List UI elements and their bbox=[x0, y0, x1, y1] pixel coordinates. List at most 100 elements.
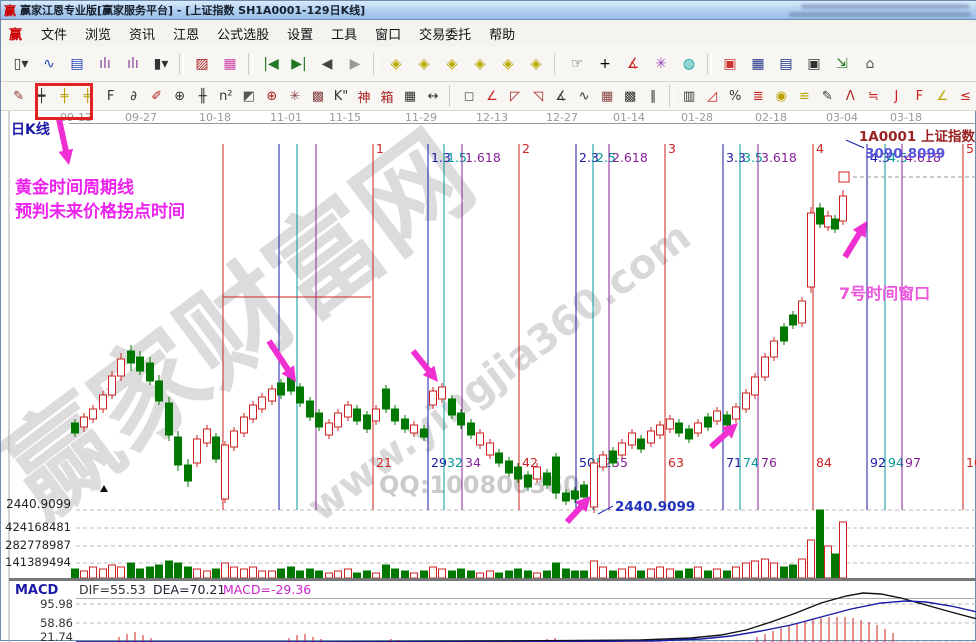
speed-lines-tool[interactable]: ≤ bbox=[960, 88, 971, 104]
wave-lines-tool[interactable]: ∿ bbox=[578, 88, 590, 104]
volume-bar bbox=[391, 568, 399, 579]
menu-item-6[interactable]: 设置 bbox=[287, 27, 314, 43]
parallel-lines-tool[interactable]: ∥ bbox=[649, 88, 657, 104]
volume-bar bbox=[533, 572, 541, 579]
date-label: 11-15 bbox=[329, 111, 361, 124]
remote-pc-tool[interactable]: ⌂ bbox=[865, 55, 875, 72]
volume-bar bbox=[258, 570, 266, 579]
k-quote-tool[interactable]: K" bbox=[333, 88, 349, 104]
spiral-tool[interactable]: ∂ bbox=[130, 88, 138, 104]
fan-square-tool[interactable]: ◹ bbox=[533, 88, 544, 104]
gold-time-cycle-tool-2[interactable]: ╪ bbox=[83, 88, 92, 104]
menu-item-4[interactable]: 江恩 bbox=[173, 27, 200, 43]
candle-body bbox=[203, 428, 211, 444]
gold-lines-tool[interactable]: ≌ bbox=[798, 88, 810, 104]
stats-bars-tool[interactable]: ▥ bbox=[682, 88, 696, 104]
calendar-tool[interactable]: ▣ bbox=[723, 55, 737, 72]
menu-item-3[interactable]: 资讯 bbox=[129, 27, 156, 43]
diamond-expand-all-icon[interactable]: ◈ bbox=[530, 55, 542, 72]
menu-item-5[interactable]: 公式选股 bbox=[217, 27, 270, 43]
hline-segment-tool[interactable]: ┿ bbox=[37, 88, 46, 104]
angle-lines-tool[interactable]: ∡ bbox=[555, 88, 567, 104]
brush-tool[interactable]: ✎ bbox=[13, 88, 24, 104]
xiang-box-tool[interactable]: 箱 bbox=[380, 90, 394, 106]
menu-item-8[interactable]: 窗口 bbox=[375, 27, 402, 43]
gann-fan-tool[interactable]: ∠ bbox=[486, 88, 498, 104]
gann-top-label: 1.5 bbox=[447, 150, 467, 165]
calculator-tool[interactable]: ▦ bbox=[751, 55, 765, 72]
web-circle-tool[interactable]: ✳ bbox=[289, 88, 301, 104]
titlebar-status-text-blurred bbox=[789, 12, 971, 17]
candle-body bbox=[486, 442, 494, 456]
ruler-ticks-tool[interactable]: ╫ bbox=[198, 88, 207, 104]
j-angle-tool[interactable]: J bbox=[894, 88, 899, 104]
web-square-tool[interactable]: ▩ bbox=[311, 88, 325, 104]
candle-body bbox=[742, 392, 750, 410]
cycle-brain-tool[interactable]: ◍ bbox=[682, 55, 696, 72]
shen-tool[interactable]: 神 bbox=[357, 90, 371, 106]
notepad-tool[interactable]: ▤ bbox=[779, 55, 793, 72]
grid-box-tool[interactable]: ▩ bbox=[624, 88, 637, 104]
percent-triangle-tool[interactable]: ◿ bbox=[707, 88, 718, 104]
export-tool[interactable]: ⇲ bbox=[836, 55, 848, 72]
candle-style-dropdown[interactable]: ▮▾ bbox=[153, 55, 169, 72]
menu-item-1[interactable]: 文件 bbox=[41, 27, 68, 43]
box-tool[interactable]: ◻ bbox=[463, 88, 475, 104]
percent-lines-tool[interactable]: ≣ bbox=[752, 88, 764, 104]
angle-measure-tool[interactable]: ∡ bbox=[626, 55, 640, 72]
gann-bottom-label: 29 bbox=[431, 455, 447, 470]
gold-time-cycle-tool-1[interactable]: ╪ bbox=[60, 88, 69, 104]
pen-stats-tool[interactable]: ✎ bbox=[821, 88, 833, 104]
f-angle-tool[interactable]: F bbox=[915, 88, 924, 104]
gann-top-label: 4.618 bbox=[905, 150, 941, 165]
pen-angle-tool[interactable]: ✐ bbox=[151, 88, 163, 104]
diamond-expand-h-icon[interactable]: ◈ bbox=[474, 55, 486, 72]
minute-bars-3-icon[interactable]: ılı bbox=[99, 55, 111, 72]
wave-a-tool[interactable]: Λ bbox=[845, 88, 855, 104]
diamond-arrow-right-icon[interactable]: ◈ bbox=[446, 55, 458, 72]
nav-last-button[interactable]: ▶| bbox=[291, 55, 307, 72]
quote-report-icon[interactable]: ▤ bbox=[70, 55, 84, 72]
menu-item-2[interactable]: 浏览 bbox=[85, 27, 112, 43]
candle-body bbox=[127, 350, 135, 364]
nav-next-button[interactable]: ▶ bbox=[349, 55, 361, 72]
ribbon-tool[interactable]: ✳ bbox=[655, 55, 667, 72]
realtime-trend-icon[interactable]: ∿ bbox=[43, 55, 55, 72]
grid-dense-tool[interactable]: ▦ bbox=[601, 88, 614, 104]
nav-prev-button[interactable]: ◀ bbox=[321, 55, 333, 72]
percent-tool[interactable]: % bbox=[728, 88, 742, 104]
f-cycle-tool[interactable]: F bbox=[106, 88, 115, 104]
nav-first-button[interactable]: |◀ bbox=[263, 55, 279, 72]
pattern-tool-icon[interactable]: ▨ bbox=[195, 55, 209, 72]
kline-chart[interactable]: 赢家财富网www.yingjia360.comQQ:10080036009-12… bbox=[1, 111, 976, 642]
fan-box-tool[interactable]: ◸ bbox=[510, 88, 521, 104]
target-circle-tool[interactable]: ⊕ bbox=[266, 88, 278, 104]
color-chart-icon[interactable]: ▦ bbox=[223, 55, 237, 72]
period-kline-dropdown[interactable]: ▯▾ bbox=[13, 55, 29, 72]
candle-body bbox=[315, 412, 323, 428]
menu-item-9[interactable]: 交易委托 bbox=[419, 27, 472, 43]
diamond-expand-v-icon[interactable]: ◈ bbox=[502, 55, 514, 72]
macd-scale-label: 58.86 bbox=[40, 616, 73, 630]
diamond-arrow-down-icon[interactable]: ◈ bbox=[418, 55, 430, 72]
volume-bar bbox=[751, 560, 759, 579]
minute-bars-9-icon[interactable]: ılı bbox=[127, 55, 139, 72]
gold-circle-tool[interactable]: ◉ bbox=[775, 88, 787, 104]
menu-item-10[interactable]: 帮助 bbox=[489, 27, 516, 43]
circle-degrees-tool[interactable]: ⊕ bbox=[174, 88, 186, 104]
hand-drag-tool[interactable]: ☞ bbox=[570, 55, 584, 72]
width-measure-tool[interactable]: ↔ bbox=[427, 88, 439, 104]
gann-bottom-label: 97 bbox=[905, 455, 921, 470]
volume-bar bbox=[467, 570, 475, 579]
menu-item-7[interactable]: 工具 bbox=[331, 27, 358, 43]
gold-angle-tool[interactable]: ∠ bbox=[936, 88, 949, 104]
diamond-arrow-left-icon[interactable]: ◈ bbox=[390, 55, 402, 72]
grid-123-tool[interactable]: ▦ bbox=[403, 88, 417, 104]
gann-bottom-label: 76 bbox=[761, 455, 777, 470]
save-tool[interactable]: ▣ bbox=[807, 55, 821, 72]
candle-body bbox=[590, 462, 598, 508]
crosshair-tool[interactable]: + bbox=[599, 55, 611, 72]
n-squared-tool[interactable]: n² bbox=[219, 88, 233, 104]
gold-band-tool[interactable]: ≒ bbox=[867, 88, 879, 104]
protractor-tool[interactable]: ◩ bbox=[242, 88, 255, 104]
